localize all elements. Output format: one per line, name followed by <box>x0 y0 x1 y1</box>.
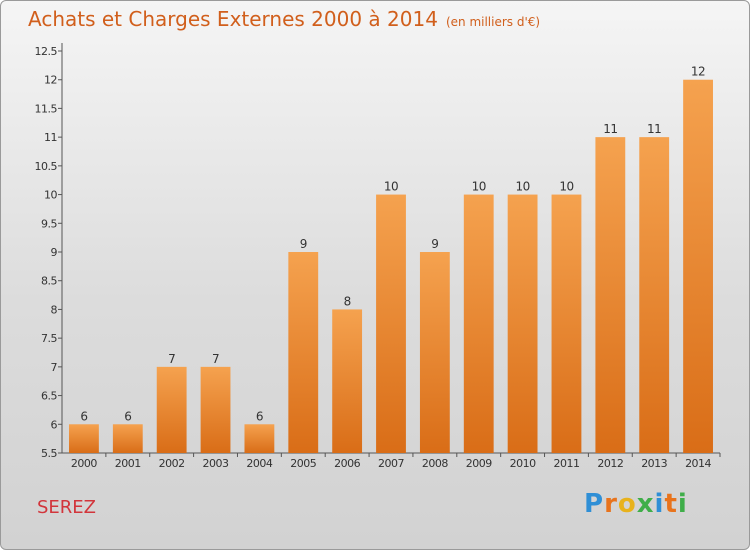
bar-data-label: 9 <box>431 237 438 251</box>
x-tick-label: 2009 <box>466 457 492 470</box>
city-name: SEREZ <box>37 497 97 518</box>
bar-data-label: 6 <box>80 409 87 423</box>
bar <box>332 309 363 453</box>
bar-data-label: 6 <box>256 409 263 423</box>
x-tick-label: 2004 <box>246 457 272 470</box>
bar <box>200 366 231 453</box>
bar-data-label: 11 <box>603 122 617 136</box>
bar <box>507 194 538 454</box>
x-tick-label: 2003 <box>203 457 229 470</box>
bar-data-label: 11 <box>647 122 661 136</box>
bar <box>156 366 187 453</box>
x-tick-label: 2008 <box>422 457 448 470</box>
y-tick-label: 10 <box>44 189 57 202</box>
bar <box>639 137 670 453</box>
x-tick-label: 2001 <box>115 457 141 470</box>
y-tick-label: 6.5 <box>41 390 57 403</box>
x-tick-label: 2000 <box>71 457 97 470</box>
chart-title: Achats et Charges Externes 2000 à 2014 (e… <box>28 7 540 31</box>
bar <box>419 252 450 453</box>
bar-data-label: 8 <box>344 294 351 308</box>
bar <box>244 424 275 453</box>
y-tick-label: 8 <box>51 303 58 316</box>
y-tick-label: 7.5 <box>41 332 57 345</box>
x-tick-label: 2007 <box>378 457 404 470</box>
y-tick-label: 7 <box>51 361 58 374</box>
chart-subtitle: (en milliers d'€) <box>445 15 541 29</box>
bar <box>683 79 713 453</box>
bar-data-label: 9 <box>300 237 307 251</box>
x-tick-label: 2006 <box>334 457 360 470</box>
x-tick-label: 2011 <box>553 457 579 470</box>
bar-data-label: 12 <box>691 65 705 79</box>
y-tick-label: 10.5 <box>35 160 58 173</box>
bar <box>69 424 99 453</box>
x-tick-label: 2005 <box>290 457 316 470</box>
x-tick-label: 2012 <box>597 457 623 470</box>
bar-data-label: 7 <box>168 352 175 366</box>
y-tick-label: 6 <box>51 418 58 431</box>
bar-data-label: 6 <box>124 409 131 423</box>
bar-data-label: 10 <box>472 180 486 194</box>
x-tick-label: 2014 <box>685 457 711 470</box>
bar-data-label: 7 <box>212 352 219 366</box>
bar-data-label: 10 <box>559 180 573 194</box>
bar <box>376 194 406 454</box>
y-tick-label: 12 <box>44 74 57 87</box>
x-tick-label: 2013 <box>641 457 667 470</box>
bar <box>463 194 494 454</box>
y-tick-label: 8.5 <box>41 275 57 288</box>
bar <box>595 137 626 453</box>
bar-data-label: 10 <box>515 180 529 194</box>
bar <box>288 252 319 453</box>
y-tick-label: 11.5 <box>35 102 58 115</box>
y-tick-label: 9 <box>51 246 58 259</box>
y-tick-label: 9.5 <box>41 217 57 230</box>
title-text: Achats et Charges Externes 2000 à 2014 <box>28 7 438 31</box>
bar <box>551 194 582 454</box>
y-tick-label: 5.5 <box>41 447 57 460</box>
bar-data-label: 10 <box>384 180 398 194</box>
x-tick-label: 2010 <box>510 457 536 470</box>
proxiti-logo: Proxiti <box>584 489 688 519</box>
x-tick-label: 2002 <box>159 457 185 470</box>
y-tick-label: 12.5 <box>35 45 58 58</box>
bar <box>112 424 143 453</box>
y-tick-label: 11 <box>44 131 57 144</box>
